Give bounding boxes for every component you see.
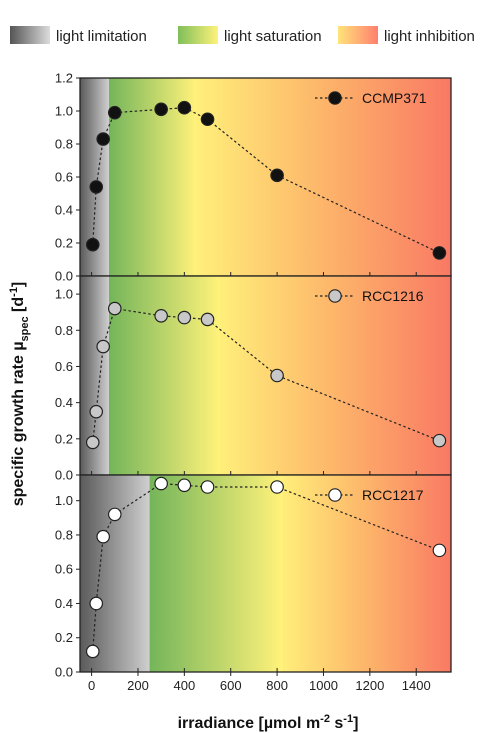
data-point-RCC1217 xyxy=(432,543,447,558)
data-point-RCC1217 xyxy=(89,596,104,611)
y-axis-title: specific growth rate µspec [d-1] xyxy=(8,282,31,507)
data-point-RCC1217 xyxy=(200,480,215,494)
legend-label-light-limitation: light limitation xyxy=(56,28,147,45)
x-tick-label: 1200 xyxy=(355,678,384,693)
data-point-RCC1217 xyxy=(270,480,284,494)
data-point-RCC1216 xyxy=(89,404,104,419)
data-point-CCMP371 xyxy=(89,180,104,194)
series-legend-marker xyxy=(328,488,342,502)
data-point-RCC1216 xyxy=(200,312,215,327)
data-point-RCC1217 xyxy=(96,529,110,544)
x-tick-label: 1400 xyxy=(402,678,431,693)
data-point-CCMP371 xyxy=(107,105,122,120)
panel-CCMP371: 0.0 0.2 0.4 0.6 0.8 1.0 1.2 CCMP371 xyxy=(55,71,452,284)
y-tick-label: 0.0 xyxy=(55,468,73,483)
y-tick-label: 0.8 xyxy=(55,137,73,152)
y-tick-label: 0.4 xyxy=(55,203,73,218)
data-point-RCC1217 xyxy=(177,478,192,493)
data-point-RCC1216 xyxy=(270,368,284,383)
y-tick-label: 1.0 xyxy=(55,287,73,302)
y-tick-label: 0.4 xyxy=(55,395,73,410)
zone-light-saturation xyxy=(149,475,282,672)
y-tick-label: 1.0 xyxy=(55,104,73,119)
zone-light-inhibition xyxy=(195,78,451,276)
x-axis-title: irradiance [µmol m-2 s-1] xyxy=(178,713,359,732)
y-tick-label: 0.8 xyxy=(55,323,73,338)
series-label-RCC1217: RCC1217 xyxy=(362,487,424,503)
x-tick-label: 600 xyxy=(220,678,242,693)
zone-light-inhibition xyxy=(219,276,451,475)
data-point-CCMP371 xyxy=(85,237,100,252)
data-point-RCC1217 xyxy=(154,476,168,491)
y-tick-label: 0.2 xyxy=(55,236,73,251)
data-point-RCC1216 xyxy=(432,433,447,448)
data-point-CCMP371 xyxy=(154,102,168,117)
data-point-RCC1217 xyxy=(107,507,122,522)
x-axis-tick-labels: 0 200 400 600 800 1000 1200 1400 xyxy=(88,672,431,693)
y-tick-label: 0.0 xyxy=(55,665,73,680)
series-label-CCMP371: CCMP371 xyxy=(362,90,427,106)
series-legend-marker xyxy=(328,91,342,105)
legend-swatch-light-inhibition xyxy=(338,26,378,44)
data-point-CCMP371 xyxy=(270,168,284,183)
y-tick-label: 0.6 xyxy=(55,359,73,374)
panel-frame xyxy=(79,474,452,673)
data-point-CCMP371 xyxy=(432,246,447,260)
x-tick-label: 0 xyxy=(88,678,95,693)
zone-light-saturation xyxy=(108,276,220,475)
x-tick-label: 200 xyxy=(127,678,149,693)
data-point-RCC1216 xyxy=(107,301,122,316)
legend-swatch-light-limitation xyxy=(10,26,50,44)
zone-light-limitation xyxy=(80,475,150,672)
panel-RCC1217: 0.0 0.2 0.4 0.6 0.8 1.0 RCC1217 xyxy=(55,474,452,680)
legend-label-light-inhibition: light inhibition xyxy=(384,28,475,45)
y-tick-label: 1.2 xyxy=(55,71,73,86)
series-label-RCC1216: RCC1216 xyxy=(362,288,424,304)
data-point-CCMP371 xyxy=(96,132,110,146)
y-tick-label: 0.6 xyxy=(55,562,73,577)
zone-light-inhibition xyxy=(281,475,451,672)
legend-swatch-light-saturation xyxy=(178,26,218,44)
x-tick-label: 400 xyxy=(173,678,195,693)
series-legend-marker xyxy=(328,289,342,303)
chart-panels: 0.0 0.2 0.4 0.6 0.8 1.0 1.2 CCMP371 0.0 0.2 0.4 0.6… xyxy=(55,71,452,680)
data-point-CCMP371 xyxy=(177,100,192,115)
y-tick-label: 0.8 xyxy=(55,527,73,542)
y-tick-label: 0.2 xyxy=(55,431,73,446)
data-point-RCC1216 xyxy=(96,339,110,354)
y-tick-label: 0.6 xyxy=(55,170,73,185)
x-tick-label: 1000 xyxy=(309,678,338,693)
data-point-RCC1216 xyxy=(177,310,192,325)
data-point-RCC1216 xyxy=(154,308,168,323)
y-tick-label: 0.4 xyxy=(55,596,73,611)
x-tick-label: 800 xyxy=(266,678,288,693)
y-tick-label: 1.0 xyxy=(55,493,73,508)
legend-label-light-saturation: light saturation xyxy=(224,28,322,45)
y-tick-label: 0.0 xyxy=(55,269,73,284)
data-point-RCC1216 xyxy=(85,435,100,450)
data-point-CCMP371 xyxy=(200,112,215,127)
panel-RCC1216: 0.0 0.2 0.4 0.6 0.8 1.0 RCC1216 xyxy=(55,275,452,483)
y-tick-label: 0.2 xyxy=(55,630,73,645)
legend: light limitation light saturation light … xyxy=(10,26,475,45)
data-point-RCC1217 xyxy=(85,644,100,659)
